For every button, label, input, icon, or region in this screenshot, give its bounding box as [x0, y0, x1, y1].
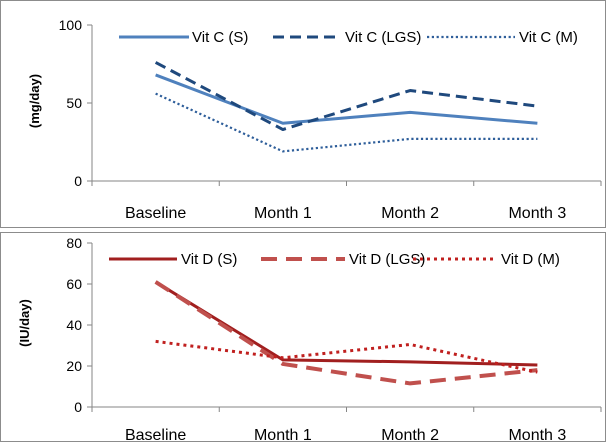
vit-d-y-tick-label: 20: [66, 358, 82, 374]
vit-d-series-line-1: [154, 280, 538, 367]
vit-d-series-line-3: [155, 339, 538, 374]
vit-c-y-tick-label: 100: [59, 17, 83, 33]
vit-c-series-line-3: [155, 92, 538, 153]
vit-c-category-label: Month 3: [508, 205, 566, 222]
vit-d-y-tick-label: 60: [66, 276, 82, 292]
vit-d-category-label: Month 3: [508, 427, 566, 441]
vit-d-category-label: Baseline: [125, 427, 186, 441]
vit-d-legend-label-1: Vit D (S): [181, 251, 237, 268]
vit-c-legend-label-1: Vit C (S): [192, 29, 248, 46]
vit-c-category-label: Month 2: [381, 205, 439, 222]
vit-c-y-tick-label: 50: [66, 95, 82, 111]
vitamin-d-chart-panel: 0 20 40 60 80 Baseline Month 1 Month 2 Month 3 (I…: [0, 232, 606, 442]
vit-d-category-label: Month 2: [381, 427, 439, 441]
vit-d-series-line-2: [154, 280, 538, 386]
vit-c-y-axis-title: (mg/day): [27, 74, 42, 128]
vit-c-series-line-1: [155, 73, 538, 125]
vit-d-legend-label-2: Vit D (LGS): [349, 251, 425, 268]
vit-d-y-tick-label: 40: [66, 317, 82, 333]
vit-c-legend-label-3: Vit C (M): [519, 29, 578, 46]
vitamin-c-chart-panel: 0 50 100 Baseline Month 1 Month 2 Month 3 (mg/d…: [0, 0, 606, 228]
vit-d-legend-label-3: Vit D (M): [501, 251, 560, 268]
vit-d-y-axis-title: (IU/day): [17, 299, 32, 347]
vit-c-legend-label-2: Vit C (LGS): [345, 29, 421, 46]
vit-c-y-tick-label: 0: [74, 173, 82, 189]
vit-c-category-label: Baseline: [125, 205, 186, 222]
vit-c-series-line-2: [154, 61, 538, 132]
vitamin-d-chart: 0 20 40 60 80 Baseline Month 1 Month 2 Month 3 (I…: [17, 235, 602, 441]
vit-c-category-label: Month 1: [254, 205, 312, 222]
vit-d-category-label: Month 1: [254, 427, 312, 441]
vit-d-y-tick-label: 0: [74, 399, 82, 415]
vit-d-y-tick-label: 80: [66, 235, 82, 251]
vitamin-c-chart: 0 50 100 Baseline Month 1 Month 2 Month 3 (mg/d…: [27, 17, 602, 222]
